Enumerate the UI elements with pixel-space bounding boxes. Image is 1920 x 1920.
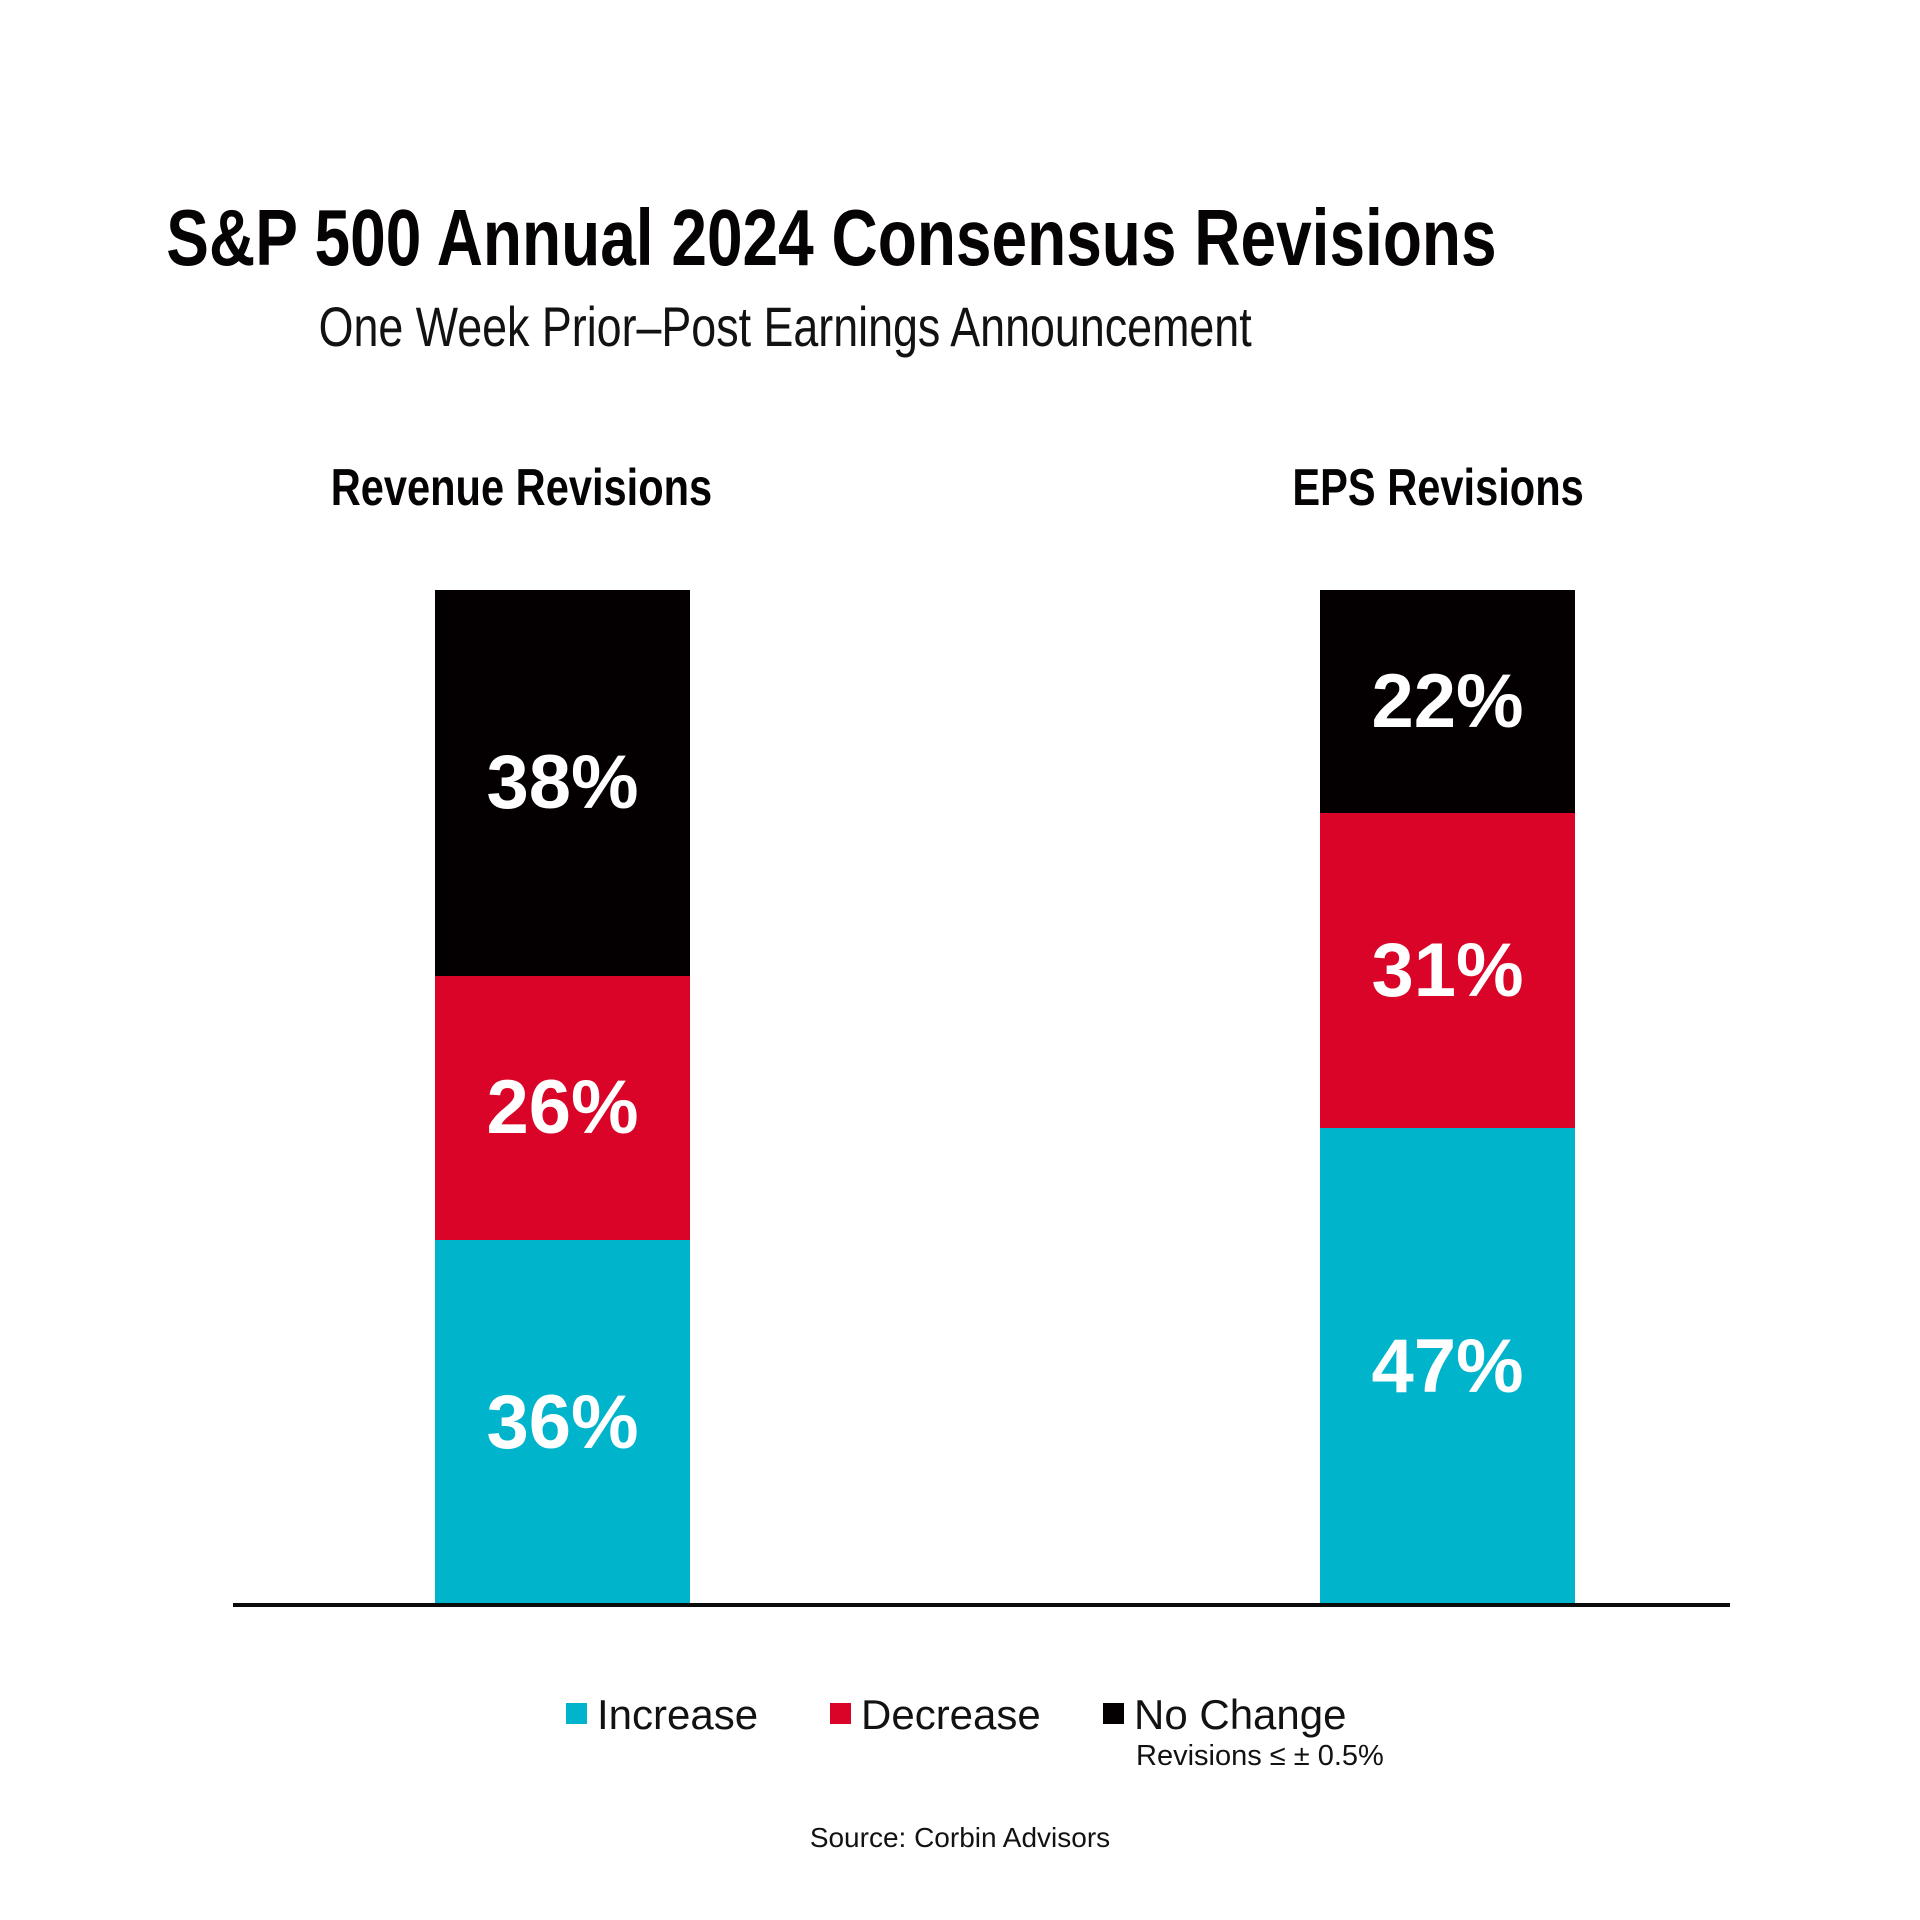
decrease-swatch-icon <box>830 1703 851 1724</box>
bar-segment-increase: 47% <box>1320 1127 1575 1605</box>
bar-segment-value-label: 36% <box>486 1379 639 1465</box>
revenue-stacked-bar: 36% 26% 38% <box>435 590 690 1605</box>
eps-column-header-text: EPS Revisions <box>1292 459 1584 517</box>
bar-segment-decrease: 31% <box>1320 813 1575 1128</box>
bar-segment-value-label: 22% <box>1371 659 1524 745</box>
bar-segment-value-label: 47% <box>1371 1323 1524 1409</box>
source-note: Source: Corbin Advisors <box>0 1822 1920 1854</box>
revenue-column-header: Revenue Revisions <box>121 458 921 518</box>
bar-segment-no-change: 22% <box>1320 590 1575 814</box>
legend-label-decrease: Decrease <box>861 1691 1041 1738</box>
bar-segment-value-label: 31% <box>1371 928 1524 1014</box>
eps-stacked-bar: 47% 31% 22% <box>1320 590 1575 1605</box>
legend-item-increase: Increase <box>566 1691 759 1738</box>
legend-label-increase: Increase <box>597 1691 759 1738</box>
chart-subtitle: One Week Prior–Post Earnings Announcemen… <box>0 294 1570 359</box>
eps-column-header: EPS Revisions <box>1038 458 1838 518</box>
source-note-text: Source: Corbin Advisors <box>809 1822 1111 1853</box>
legend-note: Revisions ≤ ± 0.5% <box>1136 1740 1384 1772</box>
legend-item-no-change: No Change <box>1103 1691 1347 1738</box>
bar-segment-no-change: 38% <box>435 590 690 976</box>
bar-segment-value-label: 26% <box>486 1065 639 1151</box>
chart-subtitle-text: One Week Prior–Post Earnings Announcemen… <box>318 295 1252 358</box>
chart-title-text: S&P 500 Annual 2024 Consensus Revisions <box>166 193 1497 282</box>
no-change-swatch-icon <box>1103 1703 1124 1724</box>
increase-swatch-icon <box>566 1703 587 1724</box>
x-axis-baseline <box>233 1603 1730 1607</box>
legend-label-no-change: No Change <box>1134 1691 1347 1738</box>
bar-segment-increase: 36% <box>435 1239 690 1605</box>
revenue-column-header-text: Revenue Revisions <box>330 459 712 517</box>
page-title: S&P 500 Annual 2024 Consensus Revisions <box>0 192 1566 284</box>
legend-item-decrease: Decrease <box>830 1691 1041 1738</box>
bar-segment-value-label: 38% <box>486 740 639 826</box>
bar-segment-decrease: 26% <box>435 975 690 1240</box>
